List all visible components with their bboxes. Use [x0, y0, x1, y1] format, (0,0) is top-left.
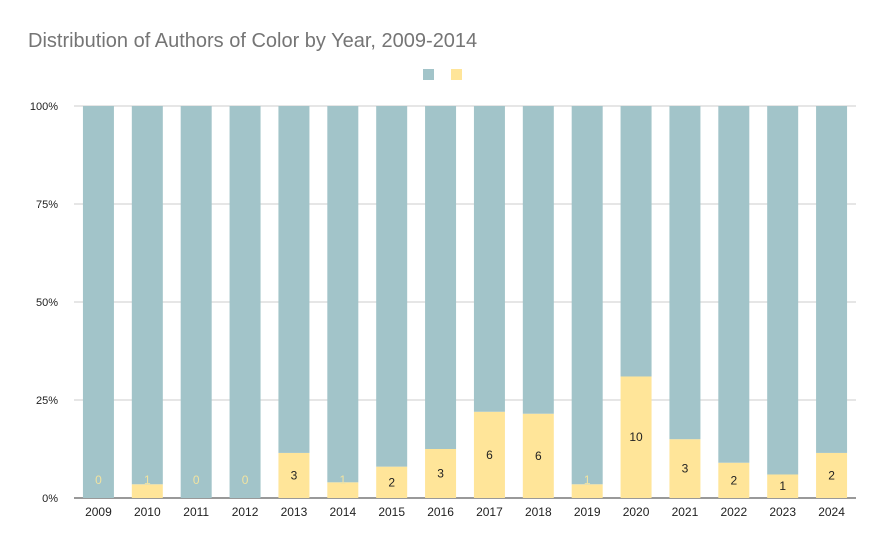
x-tick-label: 2022	[720, 505, 747, 519]
x-tick-label: 2016	[427, 505, 454, 519]
data-label: 1	[339, 473, 346, 487]
bar-segment	[669, 439, 701, 498]
x-tick-label: 2015	[378, 505, 405, 519]
y-tick-label: 100%	[30, 101, 58, 113]
data-label: 3	[291, 468, 298, 482]
bar-segment	[82, 106, 114, 498]
bar-segment	[425, 106, 457, 449]
bar-segment	[327, 482, 359, 498]
bar-segment	[327, 106, 359, 483]
bar-segment	[767, 474, 799, 498]
x-tick-label: 2023	[769, 505, 796, 519]
bar-segment	[620, 106, 652, 377]
data-label: 2	[828, 468, 835, 482]
y-tick-label: 75%	[36, 199, 58, 211]
bar-segment	[278, 452, 310, 498]
y-tick-label: 25%	[36, 395, 58, 407]
x-tick-label: 2011	[183, 505, 209, 519]
bar-segment	[718, 106, 750, 463]
data-label: 0	[95, 473, 102, 487]
data-label: 0	[193, 473, 200, 487]
bar-segment	[425, 449, 457, 498]
bar-segment	[522, 106, 554, 414]
bar-segment	[473, 106, 505, 412]
bar-segment	[131, 484, 163, 498]
chart-title: Distribution of Authors of Color by Year…	[28, 30, 477, 52]
bar-segment	[473, 411, 505, 498]
x-tick-label: 2020	[623, 505, 650, 519]
data-label: 6	[486, 448, 493, 462]
x-tick-label: 2021	[672, 505, 699, 519]
x-tick-label: 2019	[574, 505, 601, 519]
legend	[423, 69, 462, 80]
bar-segment	[767, 106, 799, 475]
data-label: 1	[144, 473, 151, 487]
bar-segment	[571, 106, 603, 485]
bar-segment	[131, 106, 163, 485]
x-tick-label: 2018	[525, 505, 552, 519]
data-label: 1	[779, 479, 786, 493]
bar-segment	[278, 106, 310, 453]
y-tick-label: 0%	[42, 493, 58, 505]
data-label: 2	[730, 473, 737, 487]
x-tick-label: 2010	[134, 505, 161, 519]
bar-segment	[180, 106, 212, 498]
bar-segment	[229, 106, 261, 498]
data-label: 3	[682, 462, 689, 476]
x-tick-label: 2014	[329, 505, 356, 519]
x-tick-label: 2013	[281, 505, 308, 519]
bars	[82, 106, 848, 498]
x-tick-label: 2012	[232, 505, 259, 519]
bar-segment	[522, 413, 554, 498]
bar-segment	[376, 106, 408, 467]
bar-segment	[376, 466, 408, 498]
bar-segment	[718, 462, 750, 498]
y-axis-ticks: 0% 25% 50% 75% 100%	[30, 101, 58, 505]
data-label: 10	[629, 430, 643, 444]
y-tick-label: 50%	[36, 297, 58, 309]
bar-segment	[571, 484, 603, 498]
bar-segment	[816, 452, 848, 498]
bar-segment	[620, 376, 652, 498]
bar-segment	[816, 106, 848, 453]
data-label: 1	[584, 473, 591, 487]
legend-swatch	[451, 69, 462, 80]
legend-swatch	[423, 69, 434, 80]
bar-segment	[669, 106, 701, 440]
x-tick-label: 2017	[476, 505, 503, 519]
data-label: 3	[437, 467, 444, 481]
data-label: 6	[535, 449, 542, 463]
x-tick-label: 2009	[85, 505, 112, 519]
x-axis-ticks: 2009 2010 2011 2012 2013 2014 2015 2016 2017 2018…	[85, 505, 845, 519]
x-tick-label: 2024	[818, 505, 845, 519]
data-label: 2	[388, 475, 395, 489]
data-label: 0	[242, 473, 249, 487]
